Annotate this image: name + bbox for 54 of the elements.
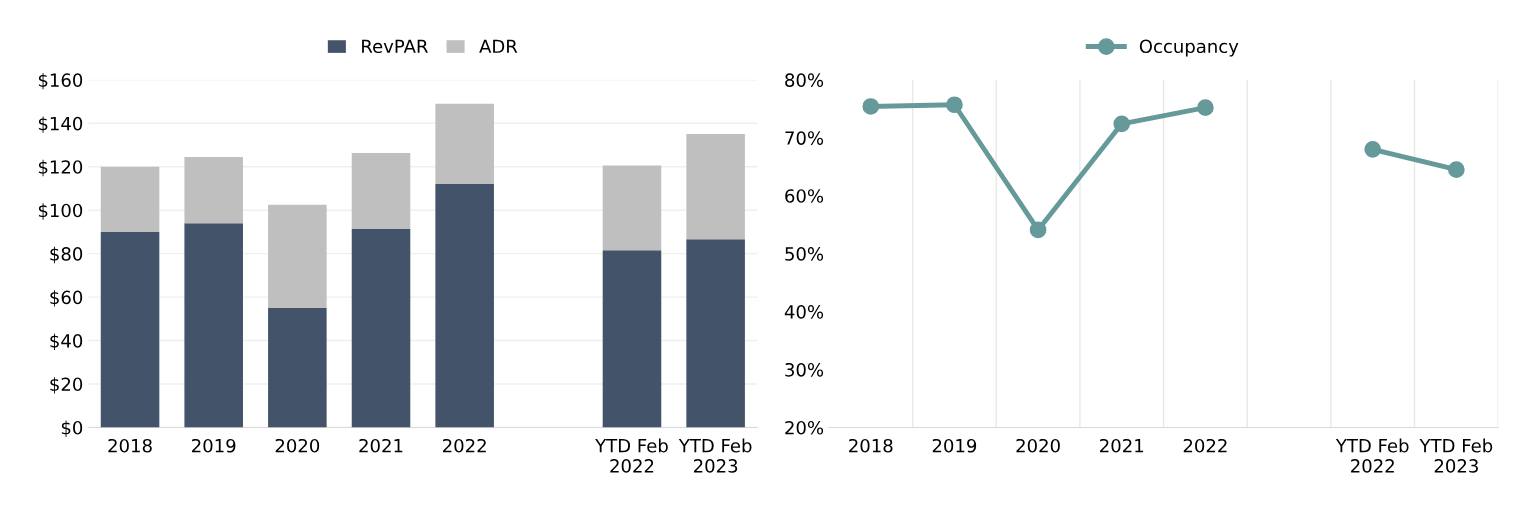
bar [268,307,327,428]
x-tick-label: 2020 [1016,438,1060,453]
bar [268,204,327,308]
bar [184,156,243,224]
point [1197,99,1214,116]
x-tick-label: 2018 [849,438,893,453]
y-tick-label: $140 [38,116,83,133]
y-tick-label: 60% [785,189,824,203]
x-tick-label: YTD Feb 2022 [1335,438,1409,473]
point [1364,141,1382,158]
y-tick-label: $0 [61,420,83,437]
y-tick-label: $80 [50,246,83,264]
x-tick-label: YTD Feb 2023 [1419,438,1493,473]
y-tick-label: 80% [785,73,824,87]
point [862,98,880,115]
bar [602,250,662,428]
x-tick-label: YTD Feb 2023 [678,438,752,473]
bar [184,223,243,428]
x-tick-label: 2022 [443,438,486,453]
x-tick-label: 2018 [108,438,152,453]
y-tick-label: 40% [784,305,824,319]
x-tick-label: 2021 [1100,438,1144,453]
point [946,96,963,114]
y-tick-label: $40 [50,333,83,351]
point [1448,161,1465,178]
y-tick-label: $160 [38,72,83,90]
point [1029,221,1047,239]
y-tick-label: $100 [38,203,83,220]
bar [686,133,745,240]
y-tick-label: 30% [785,362,824,377]
x-tick-label: 2021 [359,438,403,453]
bar [686,239,745,428]
y-tick-label: $60 [50,290,83,307]
bar [100,231,160,428]
x-tick-label: 2019 [932,438,977,453]
bar [100,166,160,232]
x-tick-label: 2022 [1183,438,1227,453]
bar [602,165,662,251]
legend-label: RevPAR [362,39,428,54]
y-tick-label: 70% [785,131,824,145]
y-tick-label: $120 [38,159,83,177]
y-tick-label: 50% [785,247,824,261]
y-tick-label: 20% [785,420,824,435]
point [1113,115,1131,133]
bar [351,229,411,428]
x-tick-label: 2019 [192,438,236,453]
x-tick-label: YTD Feb 2022 [595,438,668,473]
legend-label: ADR [479,39,518,53]
x-tick-label: 2020 [275,438,320,453]
bar [435,184,494,428]
bar [435,103,494,185]
y-tick-label: $20 [50,377,83,394]
legend-label: Occupancy [1139,39,1239,57]
bar [351,153,411,230]
